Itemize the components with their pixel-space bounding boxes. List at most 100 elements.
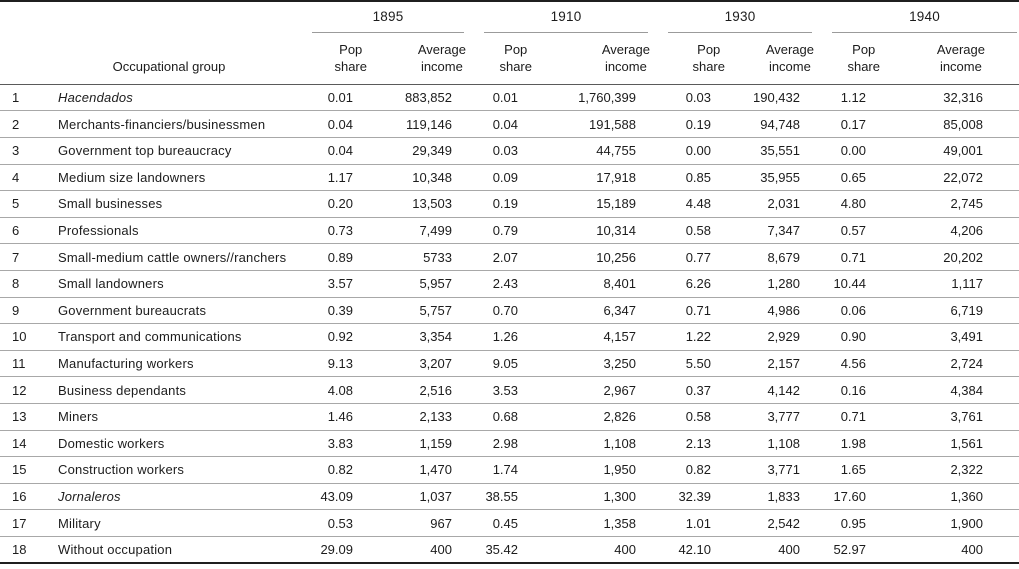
average-income-1940-cell: 4,206 <box>880 217 1019 245</box>
pop-share-1910-cell: 0.19 <box>466 190 532 218</box>
average-income-header-1895: Average income <box>367 33 466 85</box>
pop-share-1895-cell: 29.09 <box>320 542 353 558</box>
pop-share-1940-cell: 0.00 <box>814 137 880 165</box>
table-row: 12 Business dependants 4.08 2,516 3.53 2… <box>0 376 1019 404</box>
pop-share-1940-cell: 0.06 <box>814 297 880 325</box>
average-income-1910-cell: 10,256 <box>532 243 650 271</box>
occupational-group-cell: Small-medium cattle owners//ranchers <box>44 243 294 271</box>
year-header-1940-cell: 1940 <box>814 1 1019 33</box>
pop-share-1940-cell: 52.97 <box>833 542 866 558</box>
year-header-1940: 1940 <box>832 9 1017 33</box>
table-row: 9 Government bureaucrats 0.39 5,757 0.70… <box>0 297 1019 325</box>
table-row: 2 Merchants-financiers/businessmen 0.04 … <box>0 110 1019 138</box>
average-income-1910-cell: 6,347 <box>532 297 650 325</box>
pop-share-1930-cell: 32.39 <box>650 483 725 511</box>
occupational-group-cell: Government bureaucrats <box>44 297 294 325</box>
pop-share-1895-cell: 3.57 <box>294 270 367 298</box>
occupational-group-cell: Manufacturing workers <box>44 350 294 378</box>
average-income-1895-cell: 5733 <box>367 243 466 271</box>
year-header-1910-cell: 1910 <box>466 1 650 33</box>
average-income-1940-cell: 3,761 <box>880 403 1019 431</box>
year-header-1895: 1895 <box>312 9 464 33</box>
average-income-1910-cell: 8,401 <box>532 270 650 298</box>
row-number: 13 <box>0 403 44 431</box>
column-header-row: Occupational group Pop share Average incom… <box>0 33 1019 85</box>
average-income-1940-cell: 1,360 <box>880 483 1019 511</box>
average-income-1930-cell: 2,031 <box>725 190 814 218</box>
pop-share-1895-cell: 0.04 <box>294 137 367 165</box>
occupational-group-cell: Military <box>44 509 294 537</box>
average-income-1910-cell: 1,358 <box>532 509 650 537</box>
row-number: 16 <box>0 483 44 511</box>
occupational-group-cell: Government top bureaucracy <box>44 137 294 165</box>
pop-share-1910-cell: 0.01 <box>466 84 532 112</box>
pop-share-1940-cell: 1.65 <box>814 456 880 484</box>
average-income-1940-cell: 22,072 <box>880 164 1019 192</box>
pop-share-1940-cell: 4.80 <box>814 190 880 218</box>
average-income-1940-cell: 2,745 <box>880 190 1019 218</box>
pop-share-1910-cell: 0.68 <box>466 403 532 431</box>
row-number: 14 <box>0 430 44 458</box>
year-header-row: 1895 1910 1930 1940 <box>0 1 1019 33</box>
occupational-group-cell: Without occupation <box>58 542 173 558</box>
average-income-1930-cell: 400 <box>778 542 800 558</box>
table-row: 18 Without occupation 29.09 400 35.42 40… <box>0 536 1019 563</box>
pop-share-1895-cell: 1.17 <box>294 164 367 192</box>
average-income-1910-cell: 191,588 <box>532 110 650 138</box>
average-income-1910-cell: 15,189 <box>532 190 650 218</box>
occupational-group-cell: Small businesses <box>44 190 294 218</box>
average-income-1910-cell: 400 <box>614 542 636 558</box>
pop-share-1895-cell: 4.08 <box>294 376 367 404</box>
average-income-1895-cell: 1,037 <box>367 483 466 511</box>
pop-share-1930-cell: 0.85 <box>650 164 725 192</box>
pop-share-1910-cell: 0.04 <box>466 110 532 138</box>
table-row: 11 Manufacturing workers 9.13 3,207 9.05… <box>0 350 1019 378</box>
average-income-1895-cell: 29,349 <box>367 137 466 165</box>
table-body: 1 Hacendados 0.01 883,852 0.01 1,760,399… <box>0 84 1019 563</box>
pop-share-1910-cell: 0.03 <box>466 137 532 165</box>
pop-share-1895-cell: 0.89 <box>294 243 367 271</box>
year-header-spacer <box>0 1 294 33</box>
pop-share-1930-cell: 4.48 <box>650 190 725 218</box>
average-income-1930-cell: 3,771 <box>725 456 814 484</box>
average-income-1895-cell: 883,852 <box>367 84 466 112</box>
pop-share-1910-cell: 0.45 <box>466 509 532 537</box>
average-income-1895-cell: 119,146 <box>367 110 466 138</box>
pop-share-1940-cell: 0.16 <box>814 376 880 404</box>
average-income-1930-cell: 35,955 <box>725 164 814 192</box>
table-row: 4 Medium size landowners 1.17 10,348 0.0… <box>0 164 1019 192</box>
average-income-1930-cell: 2,542 <box>725 509 814 537</box>
occupational-group-cell: Small landowners <box>44 270 294 298</box>
table-row: 17 Military 0.53 967 0.45 1,358 1.01 2,5… <box>0 509 1019 537</box>
row-number: 3 <box>0 137 44 165</box>
year-header-1930: 1930 <box>668 9 812 33</box>
pop-share-1895-cell: 1.46 <box>294 403 367 431</box>
average-income-1895-cell: 1,159 <box>367 430 466 458</box>
average-income-1895-cell: 967 <box>367 509 466 537</box>
occupational-group-cell: Professionals <box>44 217 294 245</box>
average-income-header-1910: Average income <box>532 33 650 85</box>
table-header: 1895 1910 1930 1940 Occupational group P… <box>0 1 1019 85</box>
pop-share-1930-cell: 0.37 <box>650 376 725 404</box>
year-header-1930-cell: 1930 <box>650 1 814 33</box>
average-income-1940-cell: 4,384 <box>880 376 1019 404</box>
row-number: 11 <box>0 350 44 378</box>
pop-share-1895-cell: 0.92 <box>294 323 367 351</box>
average-income-1910-cell: 1,950 <box>532 456 650 484</box>
pop-share-1895-cell: 43.09 <box>294 483 367 511</box>
pop-share-1895-cell: 0.82 <box>294 456 367 484</box>
table-row: 15 Construction workers 0.82 1,470 1.74 … <box>0 456 1019 484</box>
row-number: 5 <box>0 190 44 218</box>
average-income-1895-cell: 5,757 <box>367 297 466 325</box>
pop-share-1895-cell: 0.73 <box>294 217 367 245</box>
average-income-1930-cell: 2,157 <box>725 350 814 378</box>
table-row: 3 Government top bureaucracy 0.04 29,349… <box>0 137 1019 165</box>
occupational-group-cell: Medium size landowners <box>44 164 294 192</box>
pop-share-1910-cell: 9.05 <box>466 350 532 378</box>
pop-share-1930-cell: 0.00 <box>650 137 725 165</box>
pop-share-1930-cell: 1.22 <box>650 323 725 351</box>
pop-share-1940-cell: 0.71 <box>814 243 880 271</box>
average-income-1940-cell: 20,202 <box>880 243 1019 271</box>
pop-share-1940-cell: 0.17 <box>814 110 880 138</box>
